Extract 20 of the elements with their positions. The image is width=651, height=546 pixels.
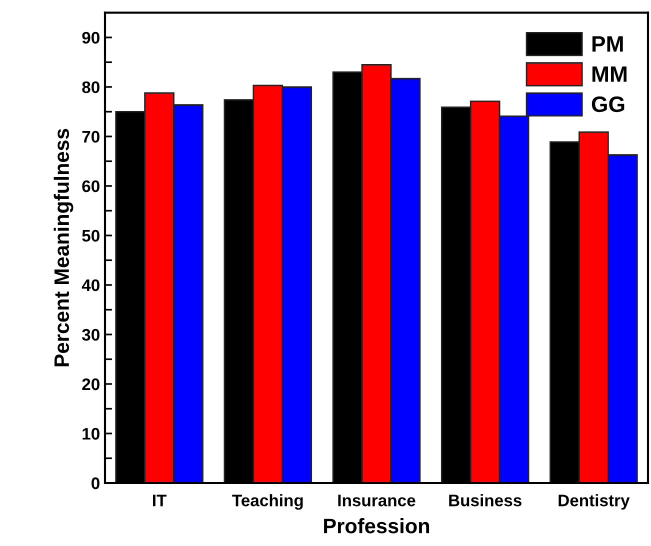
x-tick-label: Insurance [338, 494, 416, 506]
y-tick-label: 80 [82, 81, 100, 94]
x-axis-title: Profession [324, 518, 430, 534]
x-tick-label: Business [449, 494, 522, 506]
legend-label: PM [592, 36, 623, 52]
x-tick-label: Dentistry [558, 494, 630, 510]
y-tick-label: 40 [82, 279, 100, 292]
y-tick-label: 70 [82, 130, 100, 143]
y-tick-label: 60 [82, 180, 100, 192]
y-tick-label: 50 [82, 230, 100, 242]
x-tick-label: Teaching [232, 494, 303, 510]
y-axis-title: Percent Meaningfulness [54, 128, 74, 366]
y-tick-label: 10 [82, 428, 100, 440]
x-tick-label: IT [153, 494, 167, 506]
y-tick-label: 20 [82, 378, 100, 390]
y-tick-label: 30 [82, 328, 100, 341]
legend-label: MM [592, 66, 627, 82]
legend-label: GG [592, 96, 624, 112]
y-tick-label: 90 [82, 32, 100, 44]
y-tick-label: 0 [92, 477, 100, 490]
